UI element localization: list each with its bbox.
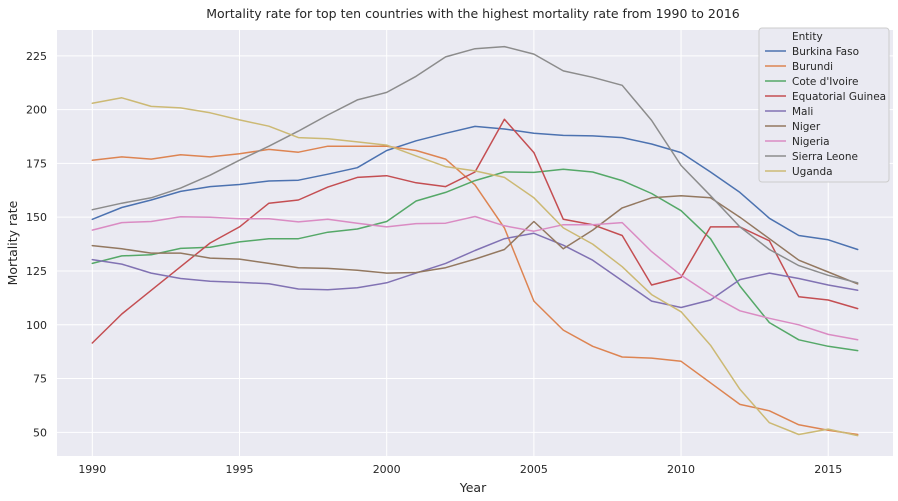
- x-tick-label: 1990: [78, 463, 106, 476]
- y-tick-label: 50: [33, 426, 47, 439]
- x-tick-label: 1995: [226, 463, 254, 476]
- series-line-burkina-faso: [91, 125, 859, 251]
- series-line-burundi: [91, 145, 859, 436]
- legend-entry-burundi: Burundi: [792, 61, 833, 73]
- legend-entry-burkina-faso: Burkina Faso: [792, 46, 859, 58]
- series-line-niger: [91, 194, 859, 285]
- y-tick-label: 225: [26, 50, 47, 63]
- legend-entry-uganda: Uganda: [792, 166, 833, 178]
- y-tick-label: 100: [26, 319, 47, 332]
- plot-area: [57, 30, 893, 456]
- legend-entry-sierra-leone: Sierra Leone: [792, 151, 858, 163]
- series-line-sierra-leone: [91, 45, 859, 284]
- y-tick-label: 75: [33, 373, 47, 386]
- series-line-nigeria: [91, 215, 859, 341]
- x-axis-title: Year: [459, 480, 487, 495]
- x-tick-label: 2010: [667, 463, 695, 476]
- series-line-cote-d-ivoire: [91, 168, 859, 352]
- series-line-mali: [91, 232, 859, 309]
- x-tick-label: 2015: [814, 463, 842, 476]
- series-lines: [91, 45, 859, 437]
- y-tick-label: 175: [26, 157, 47, 170]
- x-tick-label: 2000: [373, 463, 401, 476]
- y-tick-label: 125: [26, 265, 47, 278]
- series-line-uganda: [91, 97, 859, 437]
- legend-entry-cote-d-ivoire: Cote d'Ivoire: [792, 76, 858, 88]
- y-axis-title: Mortality rate: [5, 200, 20, 285]
- legend-title: Entity: [792, 31, 823, 43]
- chart-title: Mortality rate for top ten countries wit…: [206, 6, 740, 21]
- y-tick-label: 200: [26, 104, 47, 117]
- legend-entry-mali: Mali: [792, 106, 813, 118]
- legend-entry-nigeria: Nigeria: [792, 136, 830, 148]
- axis-ticks: 1990 1995 2000 2005 2010 2015 50 75 100 125 150 175…: [26, 50, 842, 476]
- series-line-equatorial-guinea: [91, 118, 859, 344]
- legend-frame: [758, 27, 890, 183]
- x-tick-label: 2005: [520, 463, 548, 476]
- legend-entry-niger: Niger: [792, 121, 821, 133]
- legend: Entity Burkina Faso Burundi Cote d'Ivoire E…: [758, 27, 890, 183]
- legend-entry-equatorial-guinea: Equatorial Guinea: [792, 91, 886, 103]
- y-tick-label: 150: [26, 211, 47, 224]
